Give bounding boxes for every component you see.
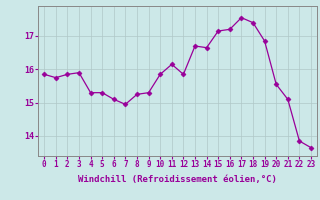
X-axis label: Windchill (Refroidissement éolien,°C): Windchill (Refroidissement éolien,°C) [78,175,277,184]
